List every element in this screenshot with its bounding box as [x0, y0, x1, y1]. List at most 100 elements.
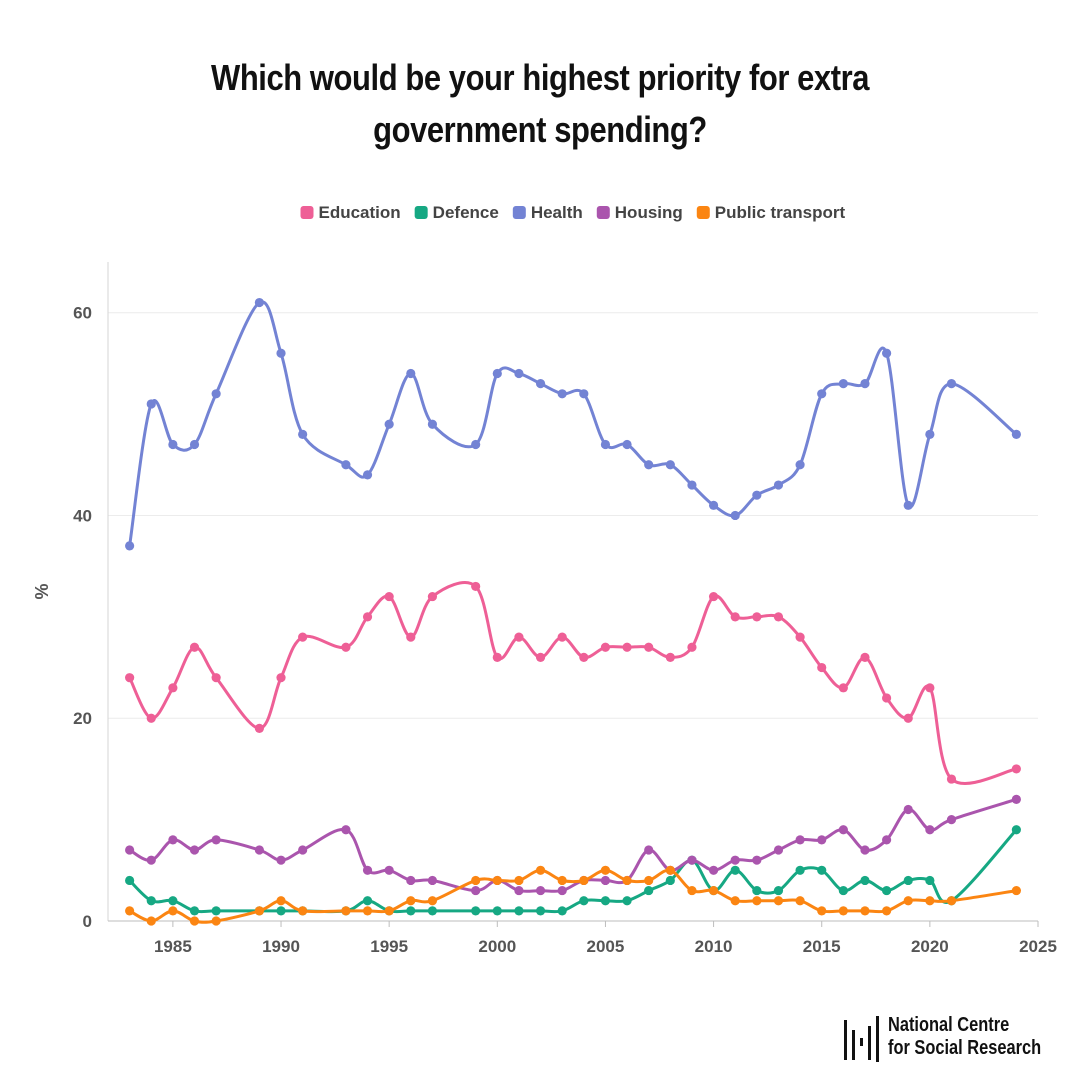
legend-swatch-housing	[596, 206, 610, 219]
point-housing-1999	[471, 885, 481, 896]
x-tick-label-2005: 2005	[587, 937, 625, 956]
point-health-2012	[752, 490, 762, 500]
point-defence-1994	[362, 896, 373, 906]
point-education-2013	[773, 612, 784, 622]
point-health-2020	[925, 429, 935, 439]
point-defence-1984	[146, 896, 156, 906]
point-health-2001	[514, 368, 524, 379]
point-public-transport-1997	[427, 896, 438, 906]
point-education-1984	[146, 713, 156, 723]
point-housing-1990	[276, 855, 286, 865]
x-tick-label-1990: 1990	[262, 937, 300, 956]
point-housing-2003	[557, 885, 567, 896]
point-public-transport-2018	[882, 906, 892, 916]
point-education-1994	[362, 612, 373, 622]
point-health-2009	[687, 480, 697, 490]
point-public-transport-1995	[384, 906, 394, 916]
x-tick-label-2015: 2015	[803, 937, 841, 956]
point-defence-2006	[622, 896, 632, 906]
point-housing-1985	[168, 835, 178, 845]
point-defence-2002	[535, 906, 546, 916]
point-health-1994	[362, 470, 373, 480]
point-education-2002	[535, 652, 546, 663]
point-housing-1984	[146, 855, 156, 865]
point-education-2014	[795, 632, 805, 642]
point-education-2009	[687, 642, 697, 652]
point-public-transport-2003	[557, 875, 567, 886]
point-health-1983	[125, 541, 135, 551]
point-housing-1995	[384, 865, 394, 875]
series-line-public-transport	[128, 868, 1018, 924]
point-defence-1997	[427, 906, 438, 916]
point-defence-2024	[1011, 825, 1021, 835]
point-defence-2011	[730, 865, 740, 875]
legend: Education Defence Health Housing Public tran…	[300, 203, 846, 222]
point-public-transport-2015	[817, 906, 827, 916]
point-defence-2000	[492, 906, 502, 916]
point-education-2010	[708, 591, 719, 602]
point-education-2017	[860, 652, 870, 663]
point-housing-1993	[341, 825, 351, 835]
point-defence-2008	[665, 875, 675, 886]
point-education-2019	[903, 713, 913, 723]
point-public-transport-1999	[471, 875, 481, 886]
point-public-transport-1994	[362, 906, 373, 916]
x-tick-label-2010: 2010	[695, 937, 733, 956]
point-health-1985	[168, 439, 178, 450]
point-housing-2002	[535, 885, 546, 896]
point-defence-2013	[773, 885, 784, 896]
point-housing-1987	[211, 835, 221, 845]
point-public-transport-2020	[925, 896, 935, 906]
x-tick-label-1995: 1995	[370, 937, 408, 956]
point-health-1999	[471, 439, 481, 450]
point-housing-2017	[860, 845, 870, 855]
y-tick-label-60: 60	[73, 304, 92, 323]
point-defence-1996	[406, 906, 416, 916]
point-education-1990	[276, 673, 286, 683]
point-health-2021	[946, 379, 957, 389]
point-health-2013	[773, 480, 784, 490]
point-defence-2015	[817, 865, 827, 875]
point-public-transport-2012	[752, 896, 762, 906]
legend-swatch-defence	[414, 206, 428, 219]
point-housing-1986	[189, 845, 200, 855]
point-education-1995	[384, 591, 394, 602]
point-housing-2012	[752, 855, 762, 865]
legend-swatch-education	[300, 206, 314, 219]
point-health-1997	[427, 419, 438, 429]
point-education-1989	[254, 723, 264, 733]
line-chart: 0 20 40 60 1985 1990 1995 2000 2005 2010 2015 2020 2…	[32, 203, 1057, 956]
point-public-transport-2008	[665, 865, 675, 875]
point-public-transport-2002	[535, 865, 546, 875]
point-housing-2009	[687, 855, 697, 865]
point-health-2005	[600, 439, 611, 450]
point-public-transport-1993	[341, 906, 351, 916]
point-education-1999	[471, 581, 481, 592]
point-health-1984	[146, 399, 156, 409]
point-health-1991	[298, 429, 308, 439]
point-public-transport-2006	[622, 875, 632, 886]
point-housing-1991	[298, 845, 308, 855]
point-health-1990	[276, 348, 286, 358]
point-housing-1983	[125, 845, 135, 855]
point-housing-2018	[882, 835, 892, 845]
series-line-health	[128, 300, 1018, 548]
y-axis-label: %	[32, 583, 52, 599]
point-public-transport-1987	[211, 916, 221, 926]
point-health-2011	[730, 510, 740, 521]
legend-label-public-transport: Public transport	[715, 203, 846, 222]
point-public-transport-2019	[903, 896, 913, 906]
series-health	[125, 297, 1021, 551]
point-defence-1987	[211, 906, 221, 916]
point-health-1987	[211, 389, 221, 399]
point-education-1986	[189, 642, 200, 652]
legend-label-health: Health	[531, 203, 583, 222]
point-defence-2005	[600, 896, 611, 906]
point-education-1993	[341, 642, 351, 652]
point-education-2016	[838, 683, 848, 693]
legend-label-housing: Housing	[615, 203, 683, 222]
point-housing-2001	[514, 885, 524, 896]
point-housing-2021	[946, 815, 957, 825]
point-defence-2019	[903, 875, 913, 886]
point-defence-1985	[168, 896, 178, 906]
